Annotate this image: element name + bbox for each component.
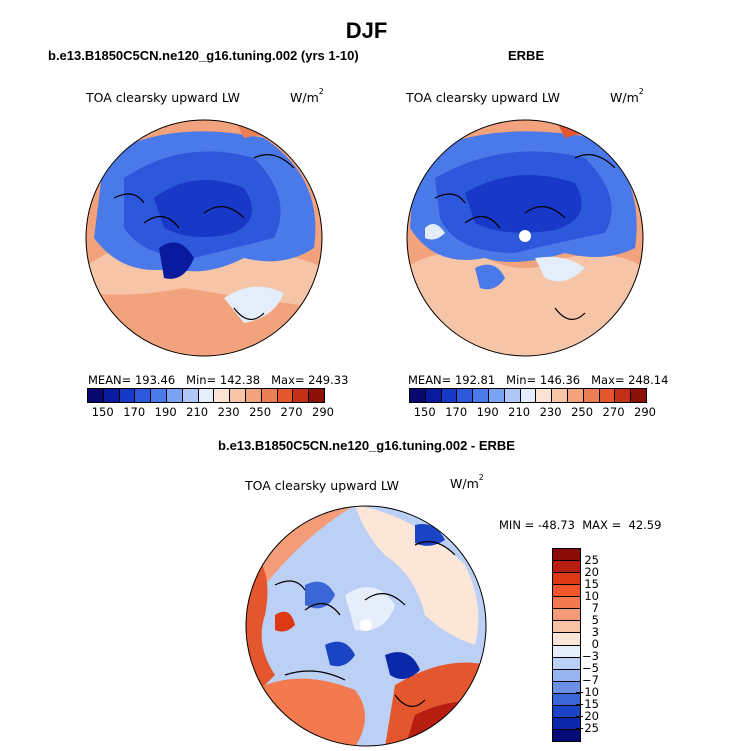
stats-diff: MIN = -48.73 MAX = 42.59 <box>499 518 662 532</box>
colorbar-tick-label: −5 <box>582 661 599 675</box>
colorbar-swatch <box>504 389 521 402</box>
variable-label-model: TOA clearsky upward LW <box>86 90 241 105</box>
colorbar-swatch <box>182 389 199 402</box>
colorbar-swatch <box>198 389 215 402</box>
colorbar-tick-label: 170 <box>445 405 468 419</box>
colorbar-swatch <box>567 389 584 402</box>
colorbar-swatch <box>553 669 580 682</box>
units-label-model: W/m2 <box>290 87 324 105</box>
colorbar-tick-label: 270 <box>602 405 625 419</box>
colorbar-swatch <box>552 389 568 402</box>
colorbar-tick-label: 10 <box>584 589 599 603</box>
colorbar-swatch <box>135 389 152 402</box>
colorbar-model <box>87 388 325 403</box>
colorbar-tick-label: 3 <box>591 625 599 639</box>
stats-obs: MEAN= 192.81 Min= 146.36 Max= 248.14 <box>408 373 669 387</box>
colorbar-swatch <box>119 389 136 402</box>
colorbar-tick-label: −3 <box>582 649 599 663</box>
colorbar-swatch <box>553 657 580 670</box>
variable-label-obs: TOA clearsky upward LW <box>406 90 561 105</box>
colorbar-swatch <box>410 389 426 402</box>
colorbar-swatch <box>473 389 489 402</box>
colorbar-swatch <box>553 609 580 622</box>
panel-title-diff: b.e13.B1850C5CN.ne120_g16.tuning.002 - E… <box>218 438 515 453</box>
colorbar-swatch <box>488 389 505 402</box>
variable-label-diff: TOA clearsky upward LW <box>245 478 400 493</box>
colorbar-swatch <box>583 389 600 402</box>
colorbar-tick-label: −15 <box>574 697 599 711</box>
colorbar-tick-label: 250 <box>571 405 594 419</box>
colorbar-tick-label: −7 <box>582 673 599 687</box>
colorbar-tick-label: −10 <box>574 685 599 699</box>
figure-title: DJF <box>345 18 388 43</box>
colorbar-tick-label: 7 <box>591 601 599 615</box>
colorbar-swatch <box>293 389 310 402</box>
colorbar-swatch <box>277 389 294 402</box>
colorbar-tick-label: 250 <box>249 405 272 419</box>
colorbar-swatch <box>88 389 104 402</box>
colorbar-swatch <box>553 681 580 694</box>
colorbar-tick-label: 290 <box>634 405 656 419</box>
colorbar-swatch <box>553 561 580 574</box>
colorbar-tick-label: 0 <box>591 637 599 651</box>
colorbar-swatch <box>214 389 231 402</box>
colorbar-swatch <box>151 389 167 402</box>
colorbar-obs <box>409 388 647 403</box>
colorbar-diff <box>552 548 581 742</box>
colorbar-tick-label: 210 <box>186 405 209 419</box>
colorbar-swatch <box>457 389 474 402</box>
colorbar-ticks-diff: 25 20 15 10 7 5 3 0 −3 −5 −7 −10 −15 −20 −25 <box>546 548 599 740</box>
panel-title-model: b.e13.B1850C5CN.ne120_g16.tuning.002 (yr… <box>48 48 359 63</box>
colorbar-swatch <box>103 389 120 402</box>
colorbar-swatch <box>536 389 553 402</box>
colorbar-tick-label: 5 <box>591 613 599 627</box>
colorbar-swatch <box>553 573 580 586</box>
units-label-diff: W/m2 <box>450 473 484 491</box>
colorbar-tick-label: 270 <box>280 405 303 419</box>
colorbar-tick-label: 190 <box>154 405 177 419</box>
colorbar-swatch <box>425 389 442 402</box>
colorbar-swatch <box>520 389 537 402</box>
colorbar-swatch <box>553 717 580 730</box>
colorbar-tick-label: 25 <box>584 553 599 567</box>
colorbar-swatch <box>553 585 580 598</box>
colorbar-swatch <box>261 389 278 402</box>
polar-map-obs <box>406 119 644 357</box>
colorbar-tick-label: −25 <box>574 721 599 735</box>
colorbar-tick-label: 150 <box>413 405 436 419</box>
colorbar-swatch <box>230 389 246 402</box>
colorbar-tick-label: 190 <box>476 405 499 419</box>
colorbar-swatch <box>553 633 580 646</box>
colorbar-tick-label: 230 <box>539 405 562 419</box>
colorbar-tick-label: 230 <box>217 405 240 419</box>
colorbar-tick-label: 15 <box>584 577 599 591</box>
colorbar-swatch <box>553 645 580 658</box>
stats-model: MEAN= 193.46 Min= 142.38 Max= 249.33 <box>88 373 349 387</box>
colorbar-swatch <box>553 729 580 741</box>
panel-title-obs: ERBE <box>508 48 545 63</box>
colorbar-swatch <box>309 389 324 402</box>
colorbar-tick-label: 290 <box>312 405 334 419</box>
colorbar-swatch <box>553 693 580 706</box>
colorbar-swatch <box>615 389 632 402</box>
colorbar-swatch <box>553 597 580 610</box>
colorbar-tick-label: 20 <box>584 565 599 579</box>
colorbar-swatch <box>245 389 262 402</box>
units-label-obs: W/m2 <box>610 87 644 105</box>
colorbar-swatch <box>441 389 458 402</box>
colorbar-swatch <box>166 389 183 402</box>
polar-map-model <box>85 119 323 357</box>
colorbar-tick-label: 210 <box>508 405 531 419</box>
colorbar-swatch <box>553 705 580 718</box>
colorbar-swatch <box>631 389 646 402</box>
polar-map-diff <box>245 505 487 747</box>
colorbar-swatch <box>553 621 580 634</box>
colorbar-tick-label: 150 <box>91 405 114 419</box>
colorbar-tick-label: 170 <box>123 405 146 419</box>
colorbar-swatch <box>599 389 616 402</box>
colorbar-tick-label: −20 <box>574 709 599 723</box>
colorbar-swatch <box>553 549 580 562</box>
